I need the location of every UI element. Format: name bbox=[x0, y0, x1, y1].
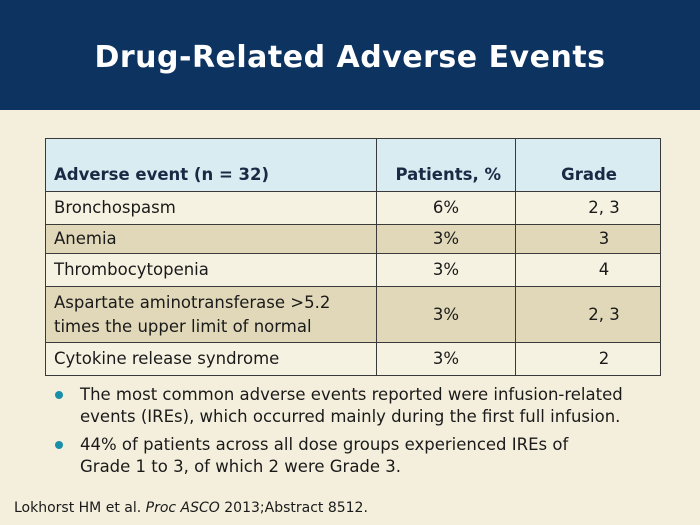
cell-event-line: Aspartate aminotransferase >5.2 bbox=[54, 292, 331, 312]
cell-patients: 3% bbox=[376, 253, 516, 287]
cell-event: Thrombocytopenia bbox=[45, 253, 377, 287]
cell-patients: 3% bbox=[376, 286, 516, 343]
cell-event: Cytokine release syndrome bbox=[45, 342, 377, 376]
summary-bullets: The most common adverse events reported … bbox=[52, 384, 672, 484]
cell-grade: 3 bbox=[515, 224, 661, 254]
cell-event-line: times the upper limit of normal bbox=[54, 316, 312, 336]
cell-patients: 6% bbox=[376, 191, 516, 225]
slide-title: Drug-Related Adverse Events bbox=[94, 39, 606, 75]
adverse-events-table: Adverse event (n = 32) Patients, % Grade… bbox=[45, 138, 661, 376]
citation-details: 2013;Abstract 8512. bbox=[224, 500, 368, 516]
table-row: Aspartate aminotransferase >5.2 times th… bbox=[45, 286, 661, 343]
citation: Lokhorst HM et al. Proc ASCO 2013;Abstra… bbox=[14, 500, 368, 516]
table-header-row: Adverse event (n = 32) Patients, % Grade bbox=[45, 138, 661, 192]
column-header-event: Adverse event (n = 32) bbox=[45, 138, 377, 192]
table-row: Cytokine release syndrome 3% 2 bbox=[45, 342, 661, 376]
column-header-patients: Patients, % bbox=[376, 138, 516, 192]
bullet-line: events (IREs), which occurred mainly dur… bbox=[80, 407, 621, 426]
table-row: Thrombocytopenia 3% 4 bbox=[45, 253, 661, 287]
cell-grade: 4 bbox=[515, 253, 661, 287]
citation-authors: Lokhorst HM et al. bbox=[14, 500, 142, 516]
bullet-line: 44% of patients across all dose groups e… bbox=[80, 435, 569, 454]
cell-event: Bronchospasm bbox=[45, 191, 377, 225]
bullet-dot-icon bbox=[55, 391, 63, 399]
table-row: Anemia 3% 3 bbox=[45, 224, 661, 254]
bullet-dot-icon bbox=[55, 441, 63, 449]
bullet-line: The most common adverse events reported … bbox=[80, 385, 623, 404]
column-header-grade: Grade bbox=[515, 138, 661, 192]
citation-journal: Proc ASCO bbox=[145, 500, 220, 516]
title-bar: Drug-Related Adverse Events bbox=[0, 0, 700, 110]
cell-grade: 2 bbox=[515, 342, 661, 376]
bullet-item: The most common adverse events reported … bbox=[52, 384, 672, 428]
bullet-line: Grade 1 to 3, of which 2 were Grade 3. bbox=[80, 457, 402, 476]
cell-event: Aspartate aminotransferase >5.2 times th… bbox=[45, 286, 377, 343]
table-row: Bronchospasm 6% 2, 3 bbox=[45, 191, 661, 225]
cell-grade: 2, 3 bbox=[515, 286, 661, 343]
cell-patients: 3% bbox=[376, 224, 516, 254]
cell-grade: 2, 3 bbox=[515, 191, 661, 225]
cell-patients: 3% bbox=[376, 342, 516, 376]
bullet-item: 44% of patients across all dose groups e… bbox=[52, 434, 672, 478]
cell-event: Anemia bbox=[45, 224, 377, 254]
